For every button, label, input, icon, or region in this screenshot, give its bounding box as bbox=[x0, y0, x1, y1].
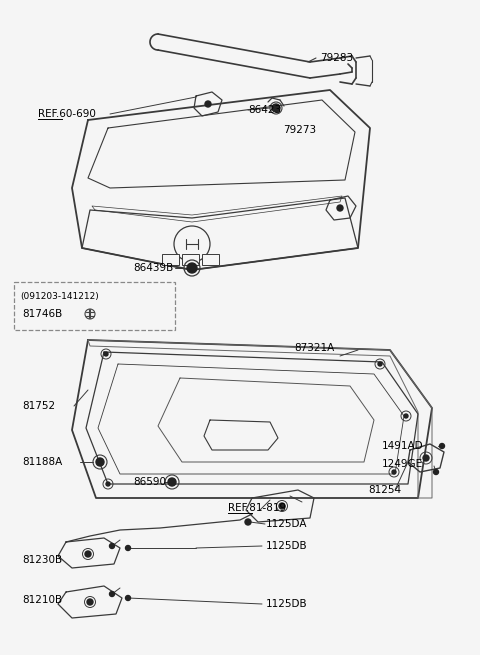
FancyBboxPatch shape bbox=[161, 253, 179, 265]
Text: (091203-141212): (091203-141212) bbox=[20, 291, 99, 301]
Circle shape bbox=[404, 414, 408, 418]
Text: REF.60-690: REF.60-690 bbox=[38, 109, 96, 119]
Circle shape bbox=[378, 362, 382, 366]
Text: REF.81-819: REF.81-819 bbox=[228, 503, 286, 513]
Text: 81746B: 81746B bbox=[22, 309, 62, 319]
Circle shape bbox=[109, 544, 115, 548]
Circle shape bbox=[125, 546, 131, 550]
Text: 81210B: 81210B bbox=[22, 595, 62, 605]
Text: 1125DB: 1125DB bbox=[266, 541, 308, 551]
Text: 86423: 86423 bbox=[248, 105, 281, 115]
Circle shape bbox=[106, 482, 110, 486]
Text: 81230B: 81230B bbox=[22, 555, 62, 565]
Circle shape bbox=[168, 478, 176, 486]
Text: 79283: 79283 bbox=[320, 53, 353, 63]
Circle shape bbox=[272, 104, 280, 112]
Text: 86590: 86590 bbox=[133, 477, 166, 487]
Circle shape bbox=[87, 599, 93, 605]
Text: 81752: 81752 bbox=[22, 401, 55, 411]
Text: 1125DB: 1125DB bbox=[266, 599, 308, 609]
Text: 81254: 81254 bbox=[368, 485, 401, 495]
Circle shape bbox=[440, 443, 444, 449]
Circle shape bbox=[85, 551, 91, 557]
Circle shape bbox=[104, 352, 108, 356]
Text: 81188A: 81188A bbox=[22, 457, 62, 467]
Circle shape bbox=[205, 101, 211, 107]
Circle shape bbox=[187, 263, 197, 273]
Circle shape bbox=[392, 470, 396, 474]
Text: 79273: 79273 bbox=[283, 125, 316, 135]
FancyBboxPatch shape bbox=[202, 253, 218, 265]
Text: 1491AD: 1491AD bbox=[382, 441, 424, 451]
Circle shape bbox=[125, 595, 131, 601]
Circle shape bbox=[279, 503, 285, 509]
Text: 1125DA: 1125DA bbox=[266, 519, 308, 529]
Circle shape bbox=[433, 470, 439, 474]
Circle shape bbox=[423, 455, 429, 461]
Text: 86439B: 86439B bbox=[133, 263, 173, 273]
Circle shape bbox=[245, 519, 251, 525]
Text: 1249GE: 1249GE bbox=[382, 459, 423, 469]
Circle shape bbox=[337, 205, 343, 211]
FancyBboxPatch shape bbox=[181, 253, 199, 265]
Circle shape bbox=[109, 591, 115, 597]
Text: 87321A: 87321A bbox=[294, 343, 334, 353]
Circle shape bbox=[96, 458, 104, 466]
